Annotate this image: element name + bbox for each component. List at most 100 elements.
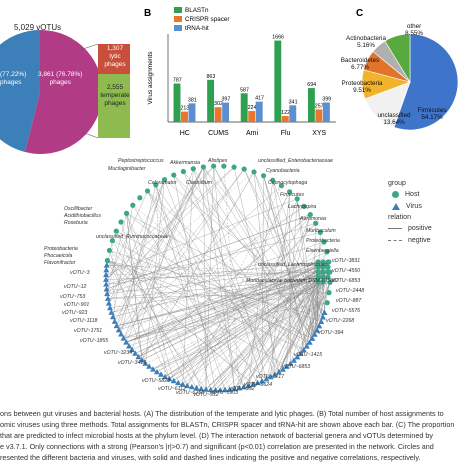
positive-edge xyxy=(312,261,329,339)
positive-edge xyxy=(234,266,319,389)
positive-edge xyxy=(126,261,329,343)
positive-edge xyxy=(112,240,310,343)
slice-pct-label: 54.17% xyxy=(421,114,443,121)
positive-edge xyxy=(147,190,283,370)
category-label: Flu xyxy=(281,130,291,137)
caption-line-4: resented the different bacteria and viru… xyxy=(0,453,421,462)
virus-node xyxy=(153,368,160,375)
positive-edge xyxy=(116,166,204,326)
bar xyxy=(307,88,315,122)
positive-edge xyxy=(108,179,165,304)
virus-node xyxy=(162,373,169,380)
virus-node xyxy=(254,379,261,386)
positive-edge xyxy=(296,198,313,339)
virus-node xyxy=(111,318,118,324)
positive-edge xyxy=(126,213,202,389)
lytic-line-0: 1,307 xyxy=(106,45,124,52)
positive-edge xyxy=(253,171,313,339)
figure-caption: ons between gut viruses and bacterial ho… xyxy=(0,408,474,463)
host-node xyxy=(231,164,237,170)
host-node xyxy=(251,169,257,175)
host-node xyxy=(109,238,116,244)
node-label: Firmicutes xyxy=(280,192,304,198)
caption-line-1: omic viruses using three methods. Total … xyxy=(0,420,455,429)
virus-node xyxy=(321,309,328,316)
virus-node xyxy=(240,383,247,390)
virus-node xyxy=(193,384,200,391)
positive-edge xyxy=(203,166,207,390)
host-node xyxy=(113,228,119,234)
positive-edge xyxy=(173,175,216,391)
lytic-label: 1,307 lytic phages xyxy=(98,45,132,69)
node-label: unclassified_Lachnospiraceae xyxy=(258,262,328,268)
slice-label: Firmicutes xyxy=(417,107,446,114)
legend-entry: BLASTn xyxy=(185,7,209,14)
node-label: vOTU~3234 xyxy=(104,350,132,356)
virus-node xyxy=(188,383,195,390)
dashed-line-icon xyxy=(388,240,402,241)
slice-label: unclassified xyxy=(378,112,411,119)
positive-edge xyxy=(266,214,311,380)
bar-value-label: 1666 xyxy=(272,35,284,41)
positive-edge xyxy=(293,282,331,361)
positive-edge xyxy=(252,266,324,385)
positive-edge xyxy=(120,221,170,379)
temperate-label: 2,555 temperate phages xyxy=(98,84,132,108)
bar-value-label: 694 xyxy=(307,82,316,88)
legend-entry: CRISPR spacer xyxy=(185,16,229,23)
node-label: vOTU~3 xyxy=(70,270,90,276)
virus-node xyxy=(207,386,214,393)
virus-node xyxy=(259,377,266,384)
positive-edge xyxy=(187,191,290,386)
positive-edge xyxy=(123,302,328,339)
node-label: unclassified_Ruminococcaceae xyxy=(96,234,169,240)
host-node xyxy=(325,269,331,275)
positive-edge xyxy=(112,205,134,317)
positive-edge xyxy=(203,166,235,389)
virus-node xyxy=(103,286,110,292)
node-label: vOTU~5823 xyxy=(142,378,170,384)
positive-edge xyxy=(215,281,324,391)
virus-node xyxy=(157,371,164,377)
panel-a-svg xyxy=(0,29,132,154)
legend-negtive: negtive xyxy=(388,237,432,244)
virus-node xyxy=(306,339,313,345)
host-node xyxy=(106,247,113,254)
node-label: Muribaculaceae bacterium DSM 103887 xyxy=(246,278,340,284)
bar xyxy=(315,109,323,122)
node-label: unclassified_Enterobacteriaceae xyxy=(258,158,333,164)
positive-edge xyxy=(118,185,282,331)
virus-node xyxy=(120,335,127,341)
node-label: Oscillibacter xyxy=(64,206,93,212)
virus-node xyxy=(226,386,233,392)
host-node xyxy=(270,177,276,183)
negative-edge xyxy=(106,264,324,273)
negative-edge xyxy=(309,276,324,343)
positive-edge xyxy=(243,266,324,388)
node-label: vOTU~6112 xyxy=(158,386,186,392)
temperate-line-2: phages xyxy=(104,100,126,107)
positive-edge xyxy=(105,190,148,285)
positive-edge xyxy=(107,266,329,295)
node-label: Flavonifractor xyxy=(44,260,76,266)
pie-left-label: (77.22%) phages xyxy=(0,71,26,87)
host-node xyxy=(320,274,326,280)
positive-edge xyxy=(105,165,214,280)
negative-edge xyxy=(132,205,307,347)
node-label: Muribaculum xyxy=(306,228,336,234)
caption-line-3: e v3.7.1. Only connections with a strong… xyxy=(0,442,434,451)
node-label: Phocaeicola xyxy=(44,253,72,259)
positive-edge xyxy=(278,281,324,373)
positive-edge xyxy=(178,271,329,383)
virus-node xyxy=(184,382,191,389)
negative-edge xyxy=(196,191,290,389)
positive-edge xyxy=(233,167,280,373)
host-node xyxy=(320,279,326,285)
host-node xyxy=(190,166,196,172)
host-node xyxy=(327,279,333,285)
virus-node xyxy=(103,262,110,268)
virus-node xyxy=(245,382,252,389)
host-node xyxy=(301,203,307,209)
node-label: Proteobacteria xyxy=(306,238,340,244)
